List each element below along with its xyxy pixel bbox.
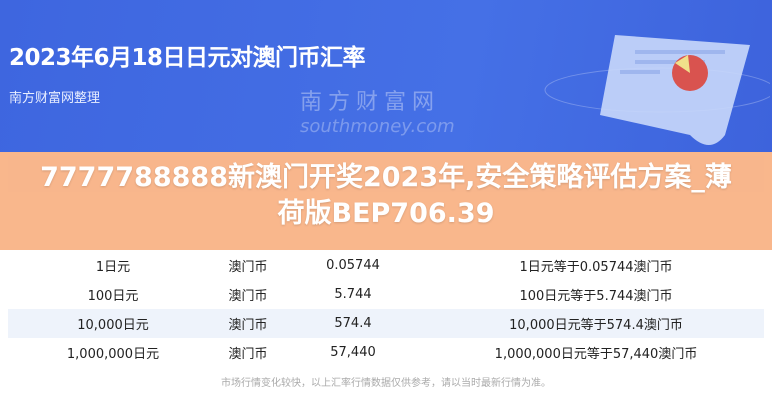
- table-row: 10,000日元 澳门币 574.4 10,000日元等于574.4澳门币: [8, 309, 764, 338]
- page-subtitle: 南方财富网整理: [9, 91, 101, 106]
- report-document-illustration: [544, 35, 770, 145]
- description-cell: 1,000,000日元等于57,440澳门币: [494, 347, 698, 362]
- watermark-url: southmoney.com: [300, 116, 455, 137]
- table-row: 1,000,000日元 澳门币 57,440 1,000,000日元等于57,4…: [8, 338, 764, 367]
- value-cell: 0.05744: [326, 258, 380, 273]
- exchange-rate-table: 1日元 澳门币 0.05744 1日元等于0.05744澳门币 100日元 澳门…: [8, 251, 764, 367]
- page-title: 2023年6月18日日元对澳门币汇率: [9, 45, 366, 71]
- value-cell: 5.744: [334, 287, 372, 302]
- description-cell: 100日元等于5.744澳门币: [519, 289, 673, 304]
- headline-overlay: [0, 152, 772, 250]
- watermark-logo: 南方财富网: [300, 90, 441, 115]
- table-row: 100日元 澳门币 5.744 100日元等于5.744澳门币: [8, 280, 764, 309]
- amount-cell: 100日元: [87, 289, 139, 304]
- disclaimer-text: 市场行情变化较快，以上汇率行情数据仅供参考，请以当时最新行情为准。: [221, 378, 551, 389]
- banner-header: 2023年6月18日日元对澳门币汇率 南方财富网整理 南方财富网 southmo…: [0, 0, 772, 152]
- description-cell: 1日元等于0.05744澳门币: [519, 260, 673, 275]
- description-cell: 10,000日元等于574.4澳门币: [509, 318, 683, 333]
- currency-cell: 澳门币: [228, 318, 268, 333]
- currency-cell: 澳门币: [228, 347, 268, 362]
- currency-cell: 澳门币: [228, 289, 268, 304]
- headline-text: 7777788888新澳门开奖2023年,安全策略评估方案_薄荷版BEP706.…: [40, 162, 732, 229]
- value-cell: 574.4: [334, 316, 372, 331]
- currency-cell: 澳门币: [228, 260, 268, 275]
- amount-cell: 1日元: [95, 260, 131, 275]
- amount-cell: 1,000,000日元: [66, 347, 160, 362]
- table-row: 1日元 澳门币 0.05744 1日元等于0.05744澳门币: [8, 251, 764, 280]
- amount-cell: 10,000日元: [77, 318, 149, 333]
- value-cell: 57,440: [330, 345, 376, 360]
